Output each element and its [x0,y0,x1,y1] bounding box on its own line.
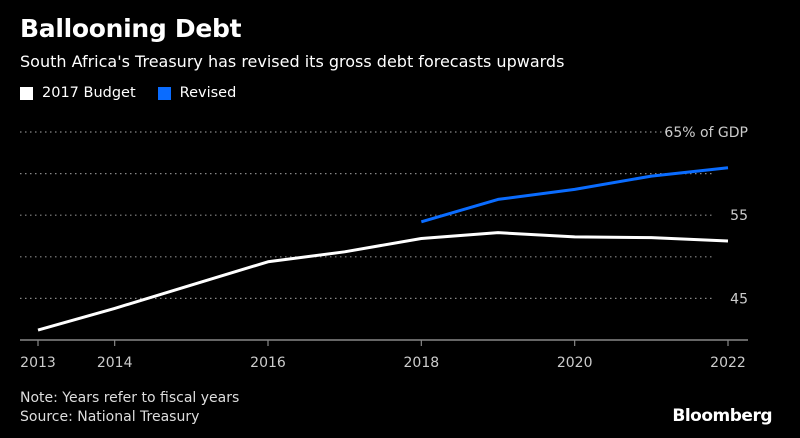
x-tick-label: 2016 [250,355,286,371]
series-line-revised [420,166,729,224]
x-tick-label: 2013 [20,355,56,371]
series-line-budget [37,231,729,332]
legend-swatch-budget [20,86,33,100]
chart-title: Ballooning Debt [20,14,242,43]
y-tick-label: 65% of GDP [664,125,748,141]
bloomberg-logo: Bloomberg [672,406,772,426]
y-tick-label: 55 [730,208,748,224]
source-text: Source: National Treasury [20,409,200,425]
x-tick-label: 2020 [557,355,593,371]
footnote: Note: Years refer to fiscal years Source… [20,389,239,427]
legend-label-budget: 2017 Budget [42,85,136,101]
y-tick-label: 45 [730,291,748,307]
legend-label-revised: Revised [179,85,237,101]
x-tick-label: 2014 [97,355,133,371]
note-text: Note: Years refer to fiscal years [20,390,240,406]
chart-subtitle: South Africa's Treasury has revised its … [20,52,565,71]
x-tick-label: 2018 [404,355,440,371]
legend-swatch-revised [157,86,171,100]
legend: 2017 Budget Revised [20,85,258,101]
x-tick-label: 2022 [710,355,746,371]
legend-item-revised: Revised [157,85,237,101]
legend-item-budget: 2017 Budget [20,85,136,101]
